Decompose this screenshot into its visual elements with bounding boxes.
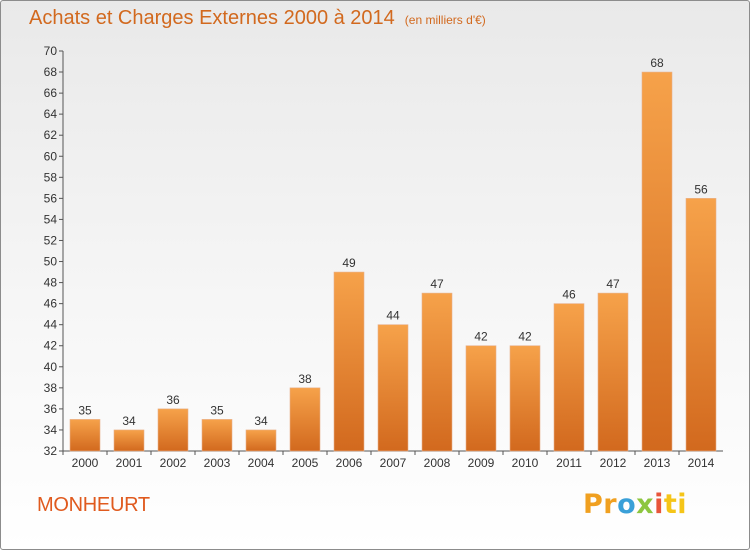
data-label-2013: 68 (650, 56, 664, 70)
bar-2000 (69, 419, 101, 452)
y-tick-label: 62 (44, 128, 58, 142)
chart-bars (69, 71, 717, 452)
data-label-2011: 46 (562, 288, 576, 302)
x-tick-label-2011: 2011 (556, 456, 582, 470)
bar-2004 (245, 429, 277, 452)
chart-subtitle: (en milliers d'€) (404, 13, 486, 27)
x-tick-label-2008: 2008 (424, 456, 451, 470)
bar-2001 (113, 429, 145, 452)
y-tick-label: 64 (44, 107, 58, 121)
y-tick-label: 66 (44, 86, 58, 100)
bar-2003 (201, 419, 233, 452)
bar-2013 (641, 71, 673, 452)
y-tick-label: 70 (44, 44, 58, 58)
x-tick-label-2005: 2005 (292, 456, 319, 470)
commune-name: MONHEURT (37, 494, 150, 516)
proxiti-logo[interactable]: Proxiti (583, 489, 687, 520)
bar-2010 (509, 345, 541, 452)
logo-part-2: o (617, 489, 637, 520)
data-label-2012: 47 (606, 277, 620, 291)
logo-part-5: ti (663, 489, 688, 520)
data-label-2000: 35 (78, 403, 92, 417)
y-tick-label: 44 (44, 318, 58, 332)
data-label-2003: 35 (210, 403, 224, 417)
bar-2006 (333, 271, 365, 452)
y-tick-label: 52 (44, 233, 58, 247)
bar-2005 (289, 387, 321, 452)
x-tick-label-2003: 2003 (204, 456, 231, 470)
data-label-2004: 34 (254, 414, 268, 428)
y-tick-label: 60 (44, 149, 58, 163)
x-tick-label-2009: 2009 (468, 456, 495, 470)
data-label-2001: 34 (122, 414, 136, 428)
y-tick-label: 36 (44, 402, 58, 416)
y-tick-label: 40 (44, 360, 58, 374)
logo-part-3: x (636, 489, 655, 520)
bar-2008 (421, 292, 453, 452)
chart-title: Achats et Charges Externes 2000 à 2014 (e… (29, 7, 486, 30)
y-tick-label: 38 (44, 381, 58, 395)
bar-2007 (377, 324, 409, 452)
y-tick-label: 56 (44, 191, 58, 205)
bar-2012 (597, 292, 629, 452)
bar-2014 (685, 198, 717, 452)
logo-part-1: Pr (583, 489, 618, 520)
y-tick-label: 32 (44, 444, 58, 458)
y-tick-label: 34 (44, 423, 58, 437)
chart-title-text: Achats et Charges Externes 2000 à 2014 (29, 7, 395, 29)
y-tick-label: 48 (44, 276, 58, 290)
data-label-2005: 38 (298, 372, 312, 386)
x-tick-label-2014: 2014 (688, 456, 715, 470)
x-tick-label-2002: 2002 (160, 456, 187, 470)
x-tick-label-2012: 2012 (600, 456, 627, 470)
bar-2002 (157, 408, 189, 452)
data-label-2014: 56 (694, 182, 708, 196)
x-tick-label-2007: 2007 (380, 456, 407, 470)
y-tick-label: 46 (44, 297, 58, 311)
y-tick-label: 58 (44, 170, 58, 184)
data-label-2006: 49 (342, 256, 356, 270)
x-tick-label-2006: 2006 (336, 456, 363, 470)
data-label-2009: 42 (474, 330, 488, 344)
data-label-2010: 42 (518, 330, 532, 344)
y-tick-label: 68 (44, 65, 58, 79)
logo-part-4: i (654, 489, 664, 520)
x-tick-label-2001: 2001 (116, 456, 143, 470)
x-tick-label-2000: 2000 (72, 456, 99, 470)
data-label-2002: 36 (166, 393, 180, 407)
chart-labels: 35 2000 34 2001 36 2002 35 2003 34 2004 38 2005 49 20… (72, 56, 715, 470)
data-label-2007: 44 (386, 309, 400, 323)
data-label-2008: 47 (430, 277, 444, 291)
y-tick-label: 50 (44, 255, 58, 269)
bar-2009 (465, 345, 497, 452)
x-tick-label-2010: 2010 (512, 456, 539, 470)
bar-2011 (553, 303, 585, 452)
x-tick-label-2013: 2013 (644, 456, 671, 470)
y-tick-label: 42 (44, 339, 58, 353)
y-tick-label: 54 (44, 212, 58, 226)
x-tick-label-2004: 2004 (248, 456, 275, 470)
